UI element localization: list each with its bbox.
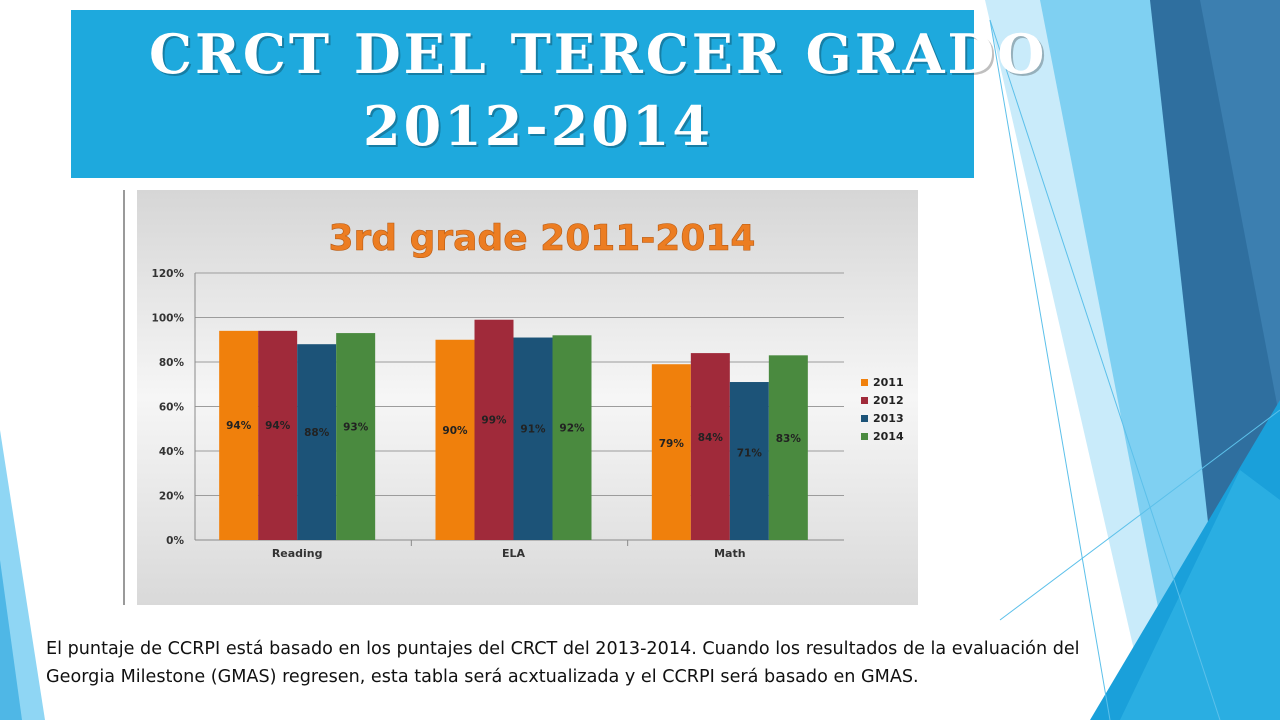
y-tick-label: 20% <box>159 491 185 503</box>
decor-shard-steel-right <box>1200 0 1280 420</box>
data-labels: 94% 94% 88% 93% 90% 99% 91% 92% 79% 84% 71% 83% <box>226 414 801 459</box>
y-tick-label: 80% <box>159 357 185 369</box>
bar-2012-math <box>690 353 730 540</box>
category-label: Math <box>714 547 745 560</box>
bar-2011-reading <box>219 330 259 540</box>
bar-2014-ela <box>552 335 592 540</box>
data-label: 84% <box>698 432 724 444</box>
legend: 2011 2012 2013 2014 <box>861 376 904 443</box>
legend-label: 2012 <box>873 394 904 407</box>
legend-swatch <box>861 397 868 404</box>
y-tick-label: 60% <box>159 402 185 414</box>
legend-swatch <box>861 433 868 440</box>
data-label: 99% <box>481 414 507 426</box>
decor-shard-left-dark <box>0 560 22 720</box>
legend-swatch <box>861 415 868 422</box>
data-label: 71% <box>737 447 763 459</box>
legend-label: 2014 <box>873 430 904 443</box>
legend-label: 2013 <box>873 412 904 425</box>
decor-line-1 <box>989 19 1111 720</box>
data-label: 92% <box>559 423 585 435</box>
bar-2013-math <box>729 382 769 540</box>
data-label: 83% <box>776 433 802 445</box>
bar-2012-ela <box>474 319 514 540</box>
data-label: 94% <box>265 420 291 432</box>
data-label: 93% <box>343 421 369 433</box>
page-title-line-1: CRCT DEL TERCER GRADO <box>149 22 1048 86</box>
bar-2014-math <box>768 355 808 540</box>
bar-2011-math <box>651 364 691 540</box>
y-tick-label: 0% <box>166 535 184 547</box>
legend-swatch <box>861 379 868 386</box>
bar-2013-reading <box>297 344 337 540</box>
y-tick-label: 100% <box>152 313 185 325</box>
bar-2011-ela <box>435 339 475 540</box>
data-label: 91% <box>520 424 546 436</box>
category-label: Reading <box>272 547 323 560</box>
bar-chart: 3rd grade 2011-2014 0% 20% 40% 60% 80% 100% 12… <box>137 190 918 605</box>
category-label: ELA <box>502 547 526 560</box>
data-label: 94% <box>226 420 252 432</box>
decor-line-3 <box>999 409 1280 621</box>
chart-title: 3rd grade 2011-2014 <box>329 218 756 259</box>
page-title-line-2: 2012-2014 <box>363 94 713 158</box>
chart-frame: 3rd grade 2011-2014 0% 20% 40% 60% 80% 100% 12… <box>123 190 918 605</box>
y-axis-ticks: 0% 20% 40% 60% 80% 100% 120% <box>152 268 185 547</box>
data-label: 90% <box>442 425 468 437</box>
bar-2013-ela <box>513 337 553 540</box>
decor-line-2 <box>989 19 1221 720</box>
bar-2012-reading <box>258 330 298 540</box>
data-label: 79% <box>659 438 685 450</box>
y-tick-label: 40% <box>159 446 185 458</box>
decor-shard-cyan-bottom <box>1120 470 1280 720</box>
data-label: 88% <box>304 427 330 439</box>
x-axis-categories: Reading ELA Math <box>272 547 746 560</box>
bar-2014-reading <box>336 333 376 540</box>
bars <box>219 319 808 540</box>
caption-text: El puntaje de CCRPI está basado en los p… <box>46 639 1080 687</box>
y-tick-label: 120% <box>152 268 185 280</box>
legend-label: 2011 <box>873 376 904 389</box>
title-banner: CRCT DEL TERCER GRADO 2012-2014 <box>71 10 1048 178</box>
